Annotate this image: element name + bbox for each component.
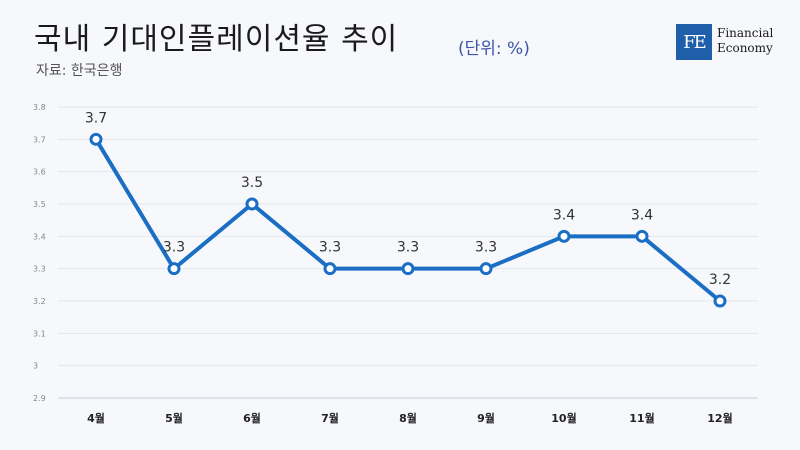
data-point [323, 262, 337, 276]
series-line [94, 137, 722, 303]
logo-line-2: Economy [717, 41, 773, 55]
data-point [89, 132, 103, 146]
x-tick-label: 8월 [399, 411, 417, 425]
y-tick-label: 3.5 [33, 200, 46, 209]
data-label: 3.2 [709, 272, 731, 288]
y-tick-label: 3.7 [33, 135, 46, 144]
data-label: 3.3 [397, 240, 419, 256]
data-point [479, 262, 493, 276]
source-note: 자료: 한국은행 [36, 63, 123, 79]
x-tick-label: 4월 [87, 411, 105, 425]
data-label: 3.7 [85, 110, 107, 126]
logo-wordmark: Financial Economy [717, 26, 797, 56]
x-tick-label: 6월 [243, 411, 261, 425]
chart-title: 국내 기대인플레이션율 추이 [34, 22, 399, 57]
unit-label: (단위: %) [458, 39, 530, 59]
y-tick-label: 3.1 [33, 329, 46, 338]
y-tick-label: 3.4 [33, 232, 46, 241]
x-tick-label: 5월 [165, 411, 183, 425]
x-tick-label: 11월 [629, 411, 654, 425]
y-tick-label: 2.9 [33, 394, 46, 403]
data-point [167, 262, 181, 276]
x-tick-label: 10월 [551, 411, 576, 425]
data-point [401, 262, 415, 276]
data-label: 3.5 [241, 175, 263, 191]
data-label: 3.3 [163, 240, 185, 256]
x-tick-label: 12월 [707, 411, 732, 425]
y-tick-label: 3.3 [33, 265, 46, 274]
y-tick-label: 3.2 [33, 297, 46, 306]
chart-header: 국내 기대인플레이션율 추이 (단위: %) 자료: 한국은행 FE Finan… [0, 0, 800, 90]
y-tick-label: 3.6 [33, 168, 46, 177]
y-tick-label: 3.8 [33, 103, 46, 112]
data-label: 3.4 [553, 207, 575, 223]
data-point [245, 197, 259, 211]
data-point [557, 229, 571, 243]
data-label: 3.3 [319, 240, 341, 256]
y-tick-label: 3 [33, 362, 38, 371]
x-tick-label: 7월 [321, 411, 339, 425]
x-tick-label: 9월 [477, 411, 495, 425]
data-point [635, 229, 649, 243]
data-point [713, 294, 727, 308]
data-label: 3.3 [475, 240, 497, 256]
data-label: 3.4 [631, 207, 653, 223]
fe-logo-icon: FE [676, 24, 712, 60]
logo-line-1: Financial [717, 26, 774, 40]
